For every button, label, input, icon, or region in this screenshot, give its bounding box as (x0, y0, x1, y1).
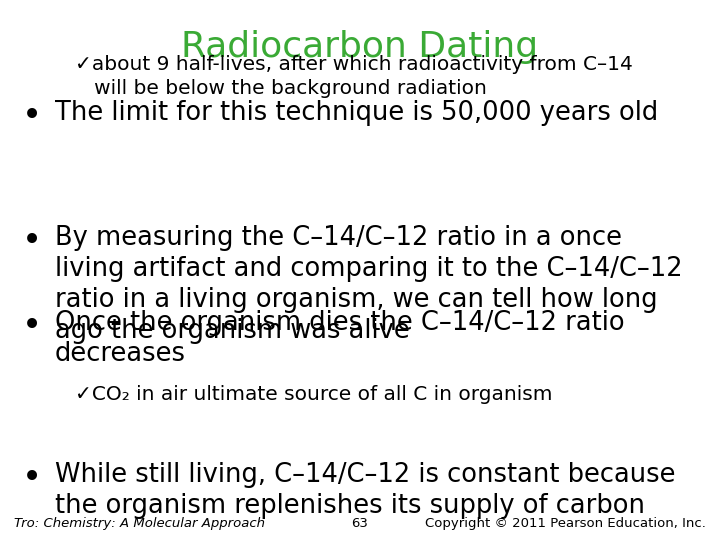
Text: While still living, C–14/C–12 is constant because
the organism replenishes its s: While still living, C–14/C–12 is constan… (55, 462, 675, 519)
Text: ✓about 9 half-lives, after which radioactivity from C–14
   will be below the ba: ✓about 9 half-lives, after which radioac… (75, 55, 633, 98)
Text: 63: 63 (351, 517, 369, 530)
Text: Tro: Chemistry: A Molecular Approach: Tro: Chemistry: A Molecular Approach (14, 517, 265, 530)
Text: Radiocarbon Dating: Radiocarbon Dating (181, 30, 539, 64)
Text: •: • (22, 462, 42, 495)
Text: The limit for this technique is 50,000 years old: The limit for this technique is 50,000 y… (55, 100, 658, 126)
Text: •: • (22, 310, 42, 343)
Text: ✓CO₂ in air ultimate source of all C in organism: ✓CO₂ in air ultimate source of all C in … (75, 385, 552, 404)
Text: •: • (22, 225, 42, 258)
Text: By measuring the C–14/C–12 ratio in a once
living artifact and comparing it to t: By measuring the C–14/C–12 ratio in a on… (55, 225, 683, 344)
Text: Once the organism dies the C–14/C–12 ratio
decreases: Once the organism dies the C–14/C–12 rat… (55, 310, 625, 367)
Text: Copyright © 2011 Pearson Education, Inc.: Copyright © 2011 Pearson Education, Inc. (425, 517, 706, 530)
Text: •: • (22, 100, 42, 133)
